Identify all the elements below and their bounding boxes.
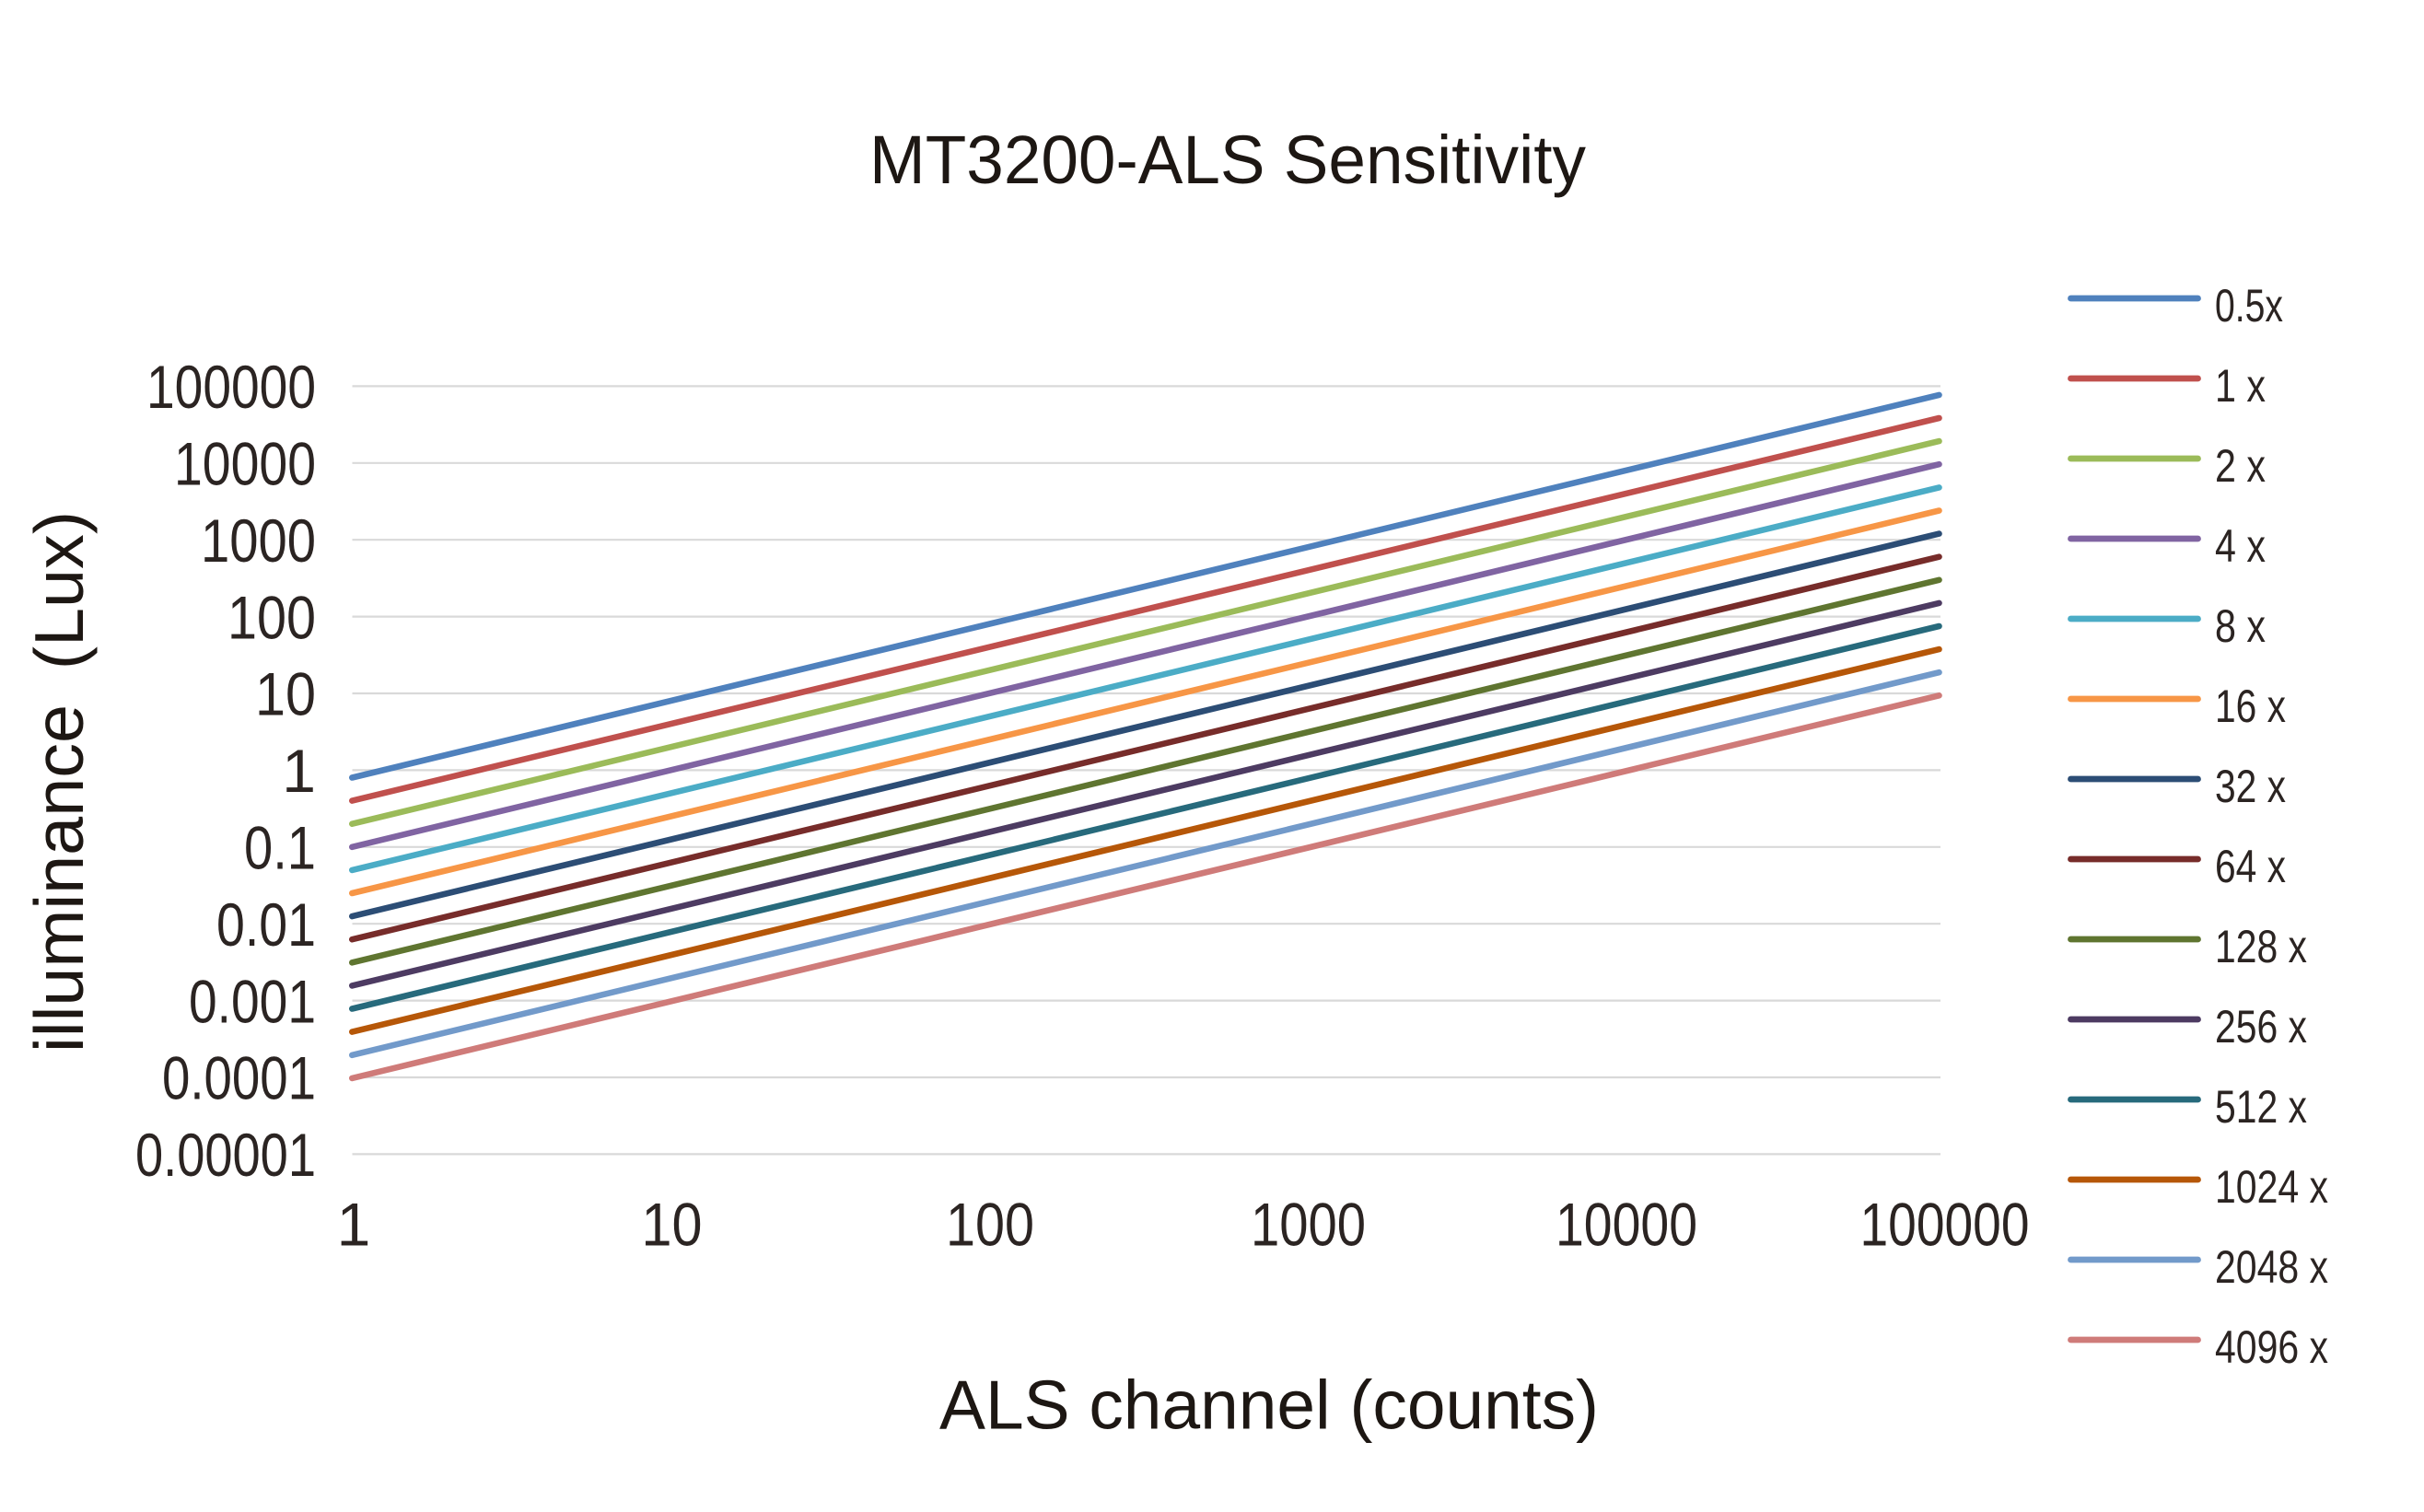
svg-text:0.5x: 0.5x	[2215, 280, 2283, 331]
svg-text:256 x: 256 x	[2215, 1001, 2307, 1053]
svg-text:1000: 1000	[201, 506, 316, 575]
svg-text:100: 100	[227, 583, 316, 651]
svg-text:10: 10	[255, 660, 316, 728]
svg-text:16 x: 16 x	[2215, 680, 2286, 732]
svg-text:100: 100	[946, 1190, 1034, 1258]
svg-text:1024 x: 1024 x	[2215, 1161, 2328, 1213]
svg-text:32 x: 32 x	[2215, 761, 2286, 812]
svg-text:1 x: 1 x	[2215, 360, 2266, 412]
svg-text:0.001: 0.001	[189, 967, 316, 1035]
svg-text:100000: 100000	[146, 353, 316, 421]
svg-text:10000: 10000	[1556, 1190, 1697, 1258]
svg-text:ALS channel (counts): ALS channel (counts)	[939, 1367, 1599, 1444]
svg-text:0.0001: 0.0001	[162, 1044, 316, 1112]
svg-text:1: 1	[337, 1190, 371, 1258]
svg-text:0.01: 0.01	[216, 890, 316, 959]
svg-text:2 x: 2 x	[2215, 440, 2266, 492]
svg-text:8 x: 8 x	[2215, 600, 2266, 652]
svg-text:4 x: 4 x	[2215, 520, 2266, 572]
svg-text:2048 x: 2048 x	[2215, 1241, 2328, 1293]
svg-text:4096 x: 4096 x	[2215, 1321, 2328, 1373]
svg-text:100000: 100000	[1860, 1190, 2030, 1258]
svg-text:10: 10	[642, 1190, 703, 1258]
svg-text:0.00001: 0.00001	[135, 1121, 316, 1189]
svg-text:illuminance (Lux): illuminance (Lux)	[20, 511, 98, 1053]
svg-text:512 x: 512 x	[2215, 1081, 2307, 1133]
svg-text:MT3200-ALS Sensitivity: MT3200-ALS Sensitivity	[869, 122, 1586, 198]
svg-text:0.1: 0.1	[244, 814, 316, 882]
svg-text:1000: 1000	[1251, 1190, 1366, 1258]
svg-text:64 x: 64 x	[2215, 841, 2286, 892]
svg-text:128 x: 128 x	[2215, 921, 2307, 972]
svg-text:1: 1	[282, 737, 316, 805]
svg-text:10000: 10000	[174, 430, 316, 498]
